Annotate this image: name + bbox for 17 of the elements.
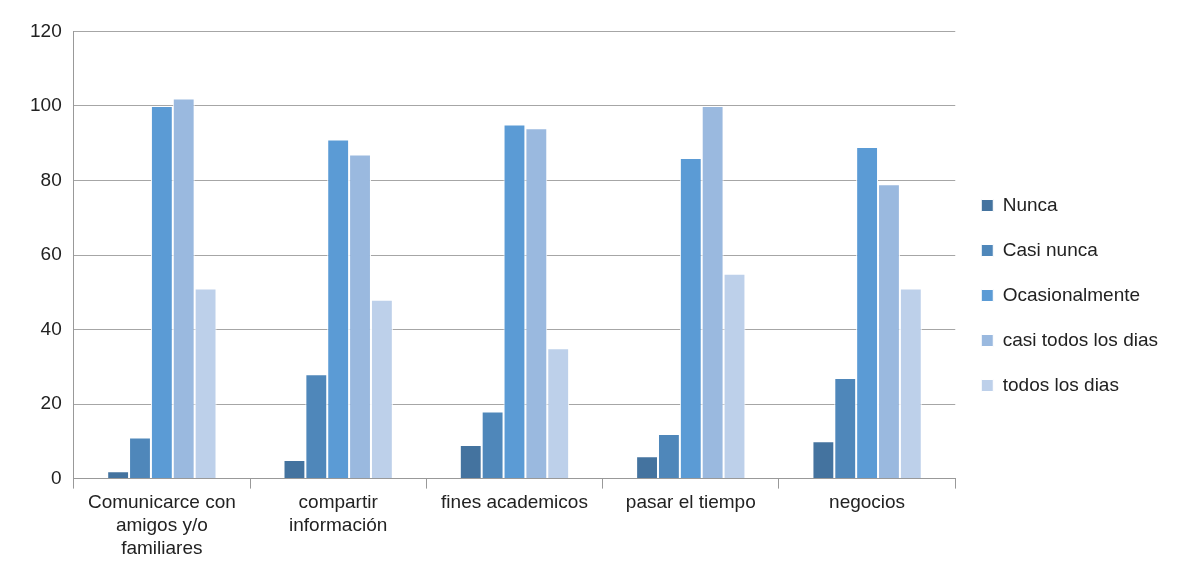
x-tick-label: pasar el tiempo xyxy=(625,491,756,513)
y-tick-label: 80 xyxy=(40,168,62,190)
y-tick-label: 120 xyxy=(30,19,62,41)
y-tick-label: 40 xyxy=(40,317,62,339)
legend-label: Casi nunca xyxy=(1002,238,1099,260)
x-tick-label: compartir información xyxy=(289,491,388,536)
y-tick-label: 20 xyxy=(40,392,62,414)
legend-label: Nunca xyxy=(1002,193,1059,215)
y-tick-label: 100 xyxy=(30,94,62,116)
legend-label: todos los dias xyxy=(1002,373,1119,395)
legend-label: casi todos los dias xyxy=(1002,328,1158,350)
x-tick-label: Comunicarce con amigos y/o familiares xyxy=(87,491,236,558)
legend-label: Ocasionalmente xyxy=(1002,283,1141,305)
x-tick-label: negocios xyxy=(829,491,906,513)
y-tick-label: 0 xyxy=(51,466,62,488)
y-tick-label: 60 xyxy=(40,243,62,265)
x-tick-label: fines academicos xyxy=(441,491,588,513)
